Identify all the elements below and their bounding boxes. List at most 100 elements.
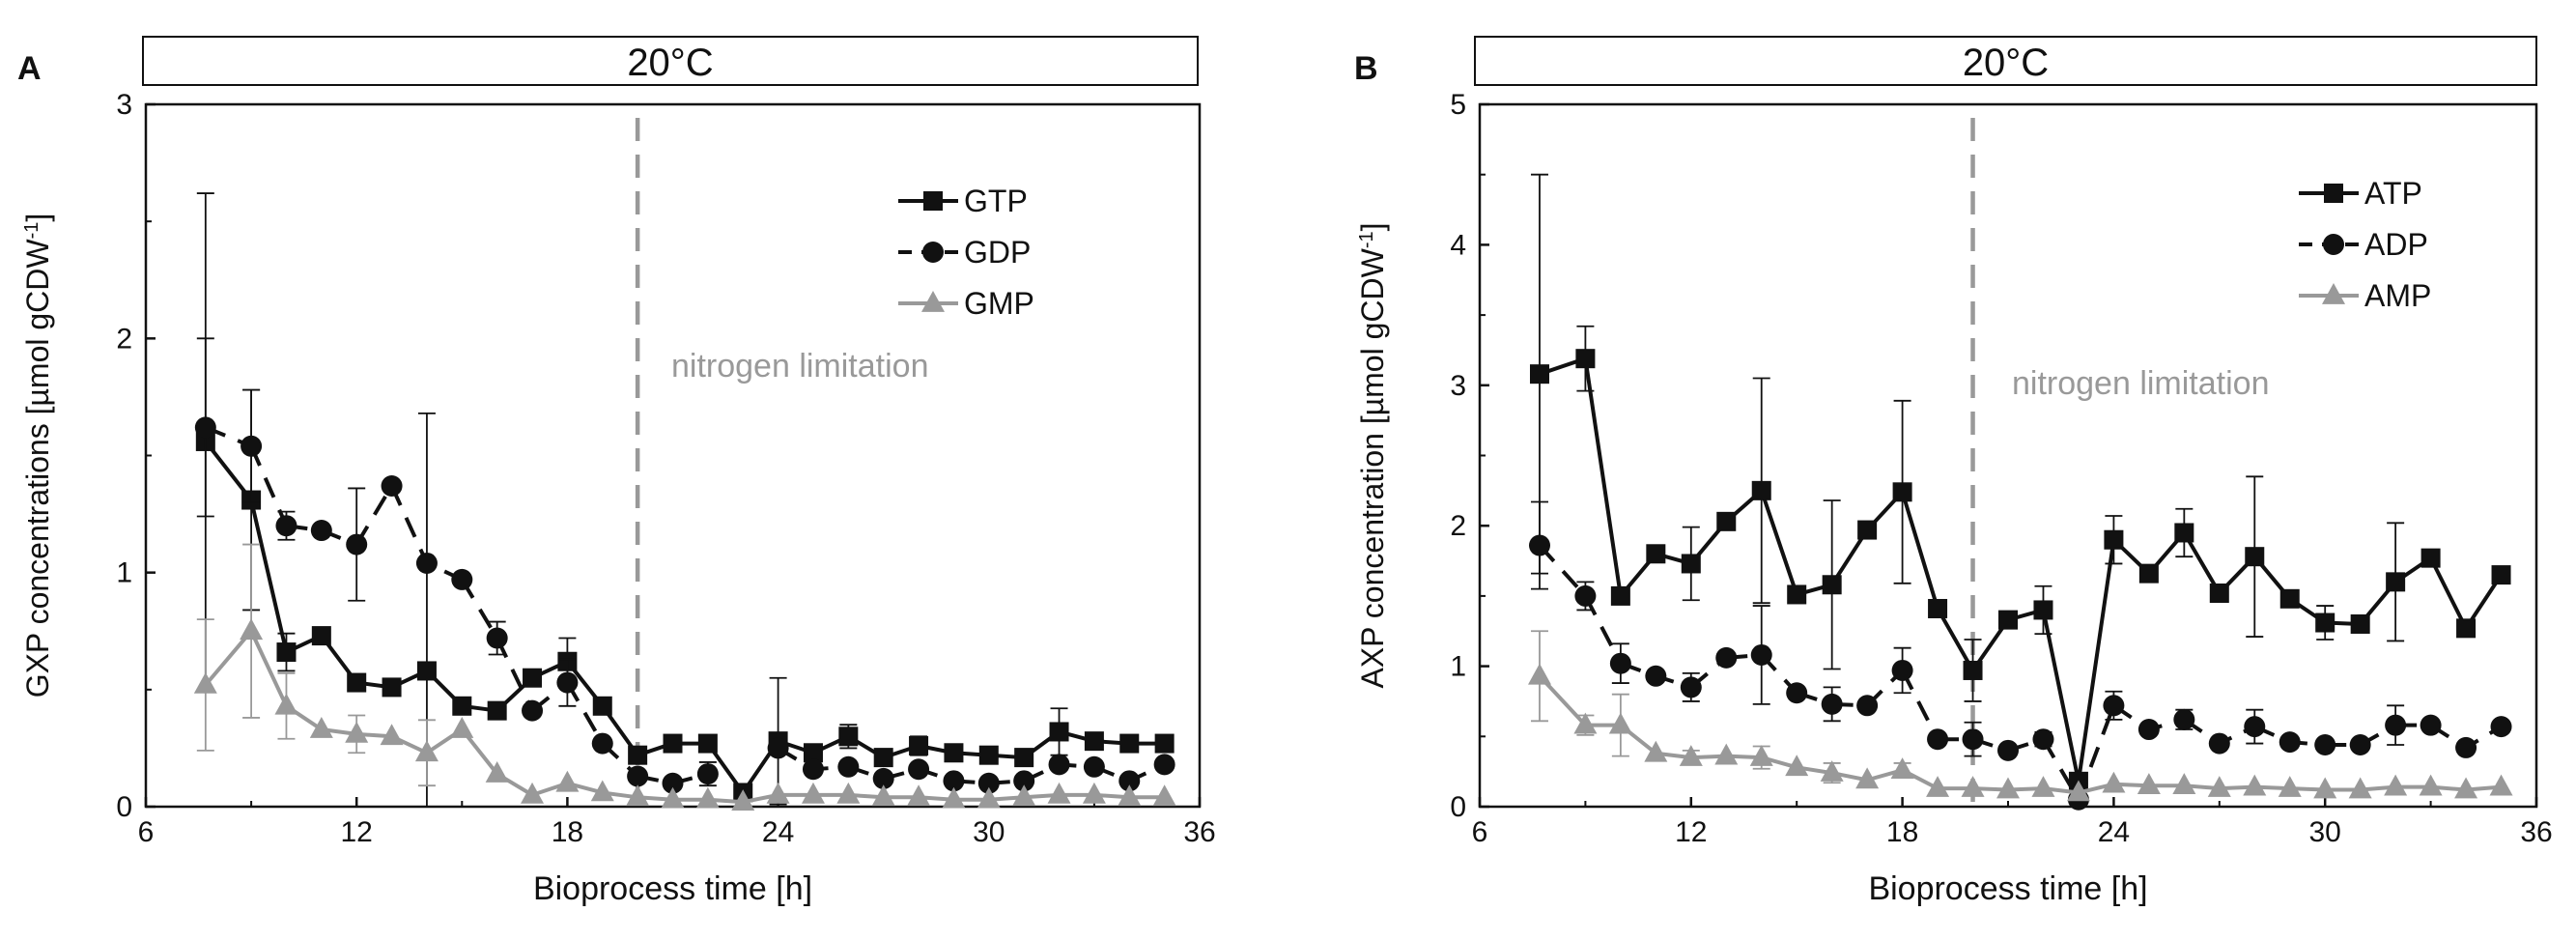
data-point-atp (2420, 548, 2441, 568)
data-point-gmp (380, 724, 404, 746)
data-point-atp (2491, 565, 2511, 585)
data-point-gdp (662, 772, 684, 794)
y-axis-label-b: AXP concentration [µmol gCDW-1] (1355, 222, 1390, 688)
y-axis-label-b-sup: -1 (1356, 231, 1377, 248)
data-point-amp (2066, 780, 2090, 802)
nitrogen-limitation-label-a: nitrogen limitation (671, 348, 928, 385)
data-point-atp (1963, 660, 1983, 680)
data-point-gdp (241, 435, 263, 457)
data-point-amp (2384, 774, 2408, 796)
data-point-gtp (1084, 731, 1104, 752)
x-tick-label-a: 36 (1183, 816, 1215, 848)
data-point-gmp (661, 786, 685, 809)
legend-marker-atp (2324, 184, 2343, 203)
data-point-amp (2102, 771, 2126, 793)
data-point-adp (1645, 665, 1667, 687)
data-point-amp (1608, 712, 1632, 734)
data-point-gdp (767, 737, 789, 759)
data-point-gdp (943, 770, 965, 792)
data-point-amp (2031, 776, 2055, 797)
data-point-gtp (452, 696, 472, 716)
data-point-gdp (381, 475, 403, 498)
data-point-gtp (803, 743, 823, 763)
data-point-gtp (592, 696, 612, 716)
data-point-amp (2348, 777, 2372, 799)
data-point-amp (2172, 773, 2196, 795)
data-point-gdp (522, 699, 544, 722)
data-point-atp (2104, 529, 2124, 550)
data-point-gdp (1083, 755, 1105, 778)
data-point-gmp (871, 784, 895, 807)
data-point-adp (2244, 716, 2266, 738)
data-point-gmp (555, 770, 580, 792)
data-point-gtp (697, 733, 718, 754)
series-line-adp (1900, 669, 1939, 741)
series-line-gdp (565, 681, 605, 745)
data-point-gmp (521, 782, 545, 804)
data-point-gtp (909, 735, 929, 755)
y-tick-label-a: 2 (116, 323, 132, 355)
legend-label-gdp: GDP (964, 235, 1031, 270)
panel-b: B 20°C Bioprocess time [h] AXP concentra… (1354, 36, 2553, 907)
y-tick-label-b: 1 (1450, 651, 1466, 683)
data-point-gmp (731, 789, 755, 811)
data-point-gdp (486, 627, 508, 649)
data-point-amp (2207, 776, 2231, 797)
legend-marker-gmp (921, 290, 945, 312)
data-point-gmp (977, 786, 1001, 809)
panel-label-a: A (17, 50, 42, 87)
y-axis-label-b-main: AXP concentration [µmol gCDW (1355, 247, 1390, 688)
y-tick-label-a: 3 (116, 89, 132, 121)
data-point-gmp (240, 618, 264, 641)
temperature-header-b: 20°C (1963, 42, 2049, 84)
data-point-atp (1575, 349, 1596, 369)
data-point-adp (1609, 652, 1631, 674)
data-point-gdp (802, 758, 824, 781)
legend-label-gmp: GMP (964, 286, 1034, 321)
data-point-gtp (944, 743, 964, 763)
data-point-gtp (523, 668, 543, 688)
data-point-gdp (591, 732, 613, 755)
x-tick-label-b: 18 (1886, 816, 1918, 848)
y-tick-label-b: 5 (1450, 89, 1466, 121)
x-tick-label-a: 30 (973, 816, 1005, 848)
y-axis-label-a-main: GXP concentrations [µmol gCDW (20, 239, 55, 698)
data-point-adp (2103, 695, 2125, 717)
data-point-atp (2245, 547, 2265, 567)
x-tick-label-b: 24 (2098, 816, 2130, 848)
panel-label-b: B (1354, 50, 1378, 87)
data-point-gmp (590, 780, 614, 802)
data-point-gmp (801, 782, 825, 804)
data-point-atp (2350, 613, 2370, 634)
y-axis-label-a-close: ] (20, 214, 55, 222)
y-axis-label-a-sup: -1 (21, 222, 42, 240)
y-tick-label-b: 4 (1450, 229, 1466, 261)
data-point-atp (2209, 583, 2229, 603)
data-point-adp (1715, 646, 1738, 669)
data-point-gtp (1154, 733, 1175, 754)
data-point-atp (1928, 598, 1948, 618)
series-line-gdp (354, 484, 394, 546)
data-point-gmp (193, 671, 217, 694)
legend-label-amp: AMP (2364, 278, 2431, 313)
x-axis-label-a: Bioprocess time [h] (533, 870, 812, 907)
data-point-gmp (1082, 782, 1106, 804)
series-line-adp (2041, 738, 2081, 801)
data-point-gmp (309, 717, 333, 738)
series-line-gdp (495, 637, 534, 712)
x-tick-label-b: 30 (2309, 816, 2341, 848)
data-point-gtp (838, 726, 859, 747)
series-line-amp (1538, 674, 2502, 795)
series-line-adp (1538, 544, 1587, 598)
data-point-amp (2419, 774, 2443, 796)
data-point-gdp (451, 568, 473, 590)
data-point-amp (2137, 773, 2161, 795)
data-point-atp (2138, 563, 2159, 584)
panel-a: A 20°C Bioprocess time [h] GXP concentra… (17, 36, 1216, 907)
data-point-adp (2349, 734, 2371, 756)
data-point-gmp (485, 761, 509, 783)
series-line-gtp (204, 440, 1165, 795)
data-point-adp (2385, 714, 2407, 736)
data-point-amp (1714, 743, 1739, 765)
